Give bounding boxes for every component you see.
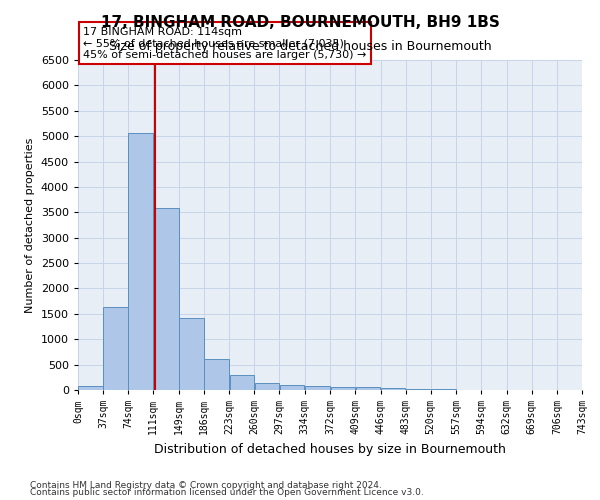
Bar bbox=[205, 359, 229, 390]
Bar bbox=[381, 388, 406, 390]
Bar bbox=[305, 386, 330, 390]
Text: Contains HM Land Registry data © Crown copyright and database right 2024.: Contains HM Land Registry data © Crown c… bbox=[30, 480, 382, 490]
Text: Contains public sector information licensed under the Open Government Licence v3: Contains public sector information licen… bbox=[30, 488, 424, 497]
Bar bbox=[78, 386, 103, 390]
Text: 17, BINGHAM ROAD, BOURNEMOUTH, BH9 1BS: 17, BINGHAM ROAD, BOURNEMOUTH, BH9 1BS bbox=[101, 15, 499, 30]
Bar bbox=[154, 208, 179, 390]
Text: Size of property relative to detached houses in Bournemouth: Size of property relative to detached ho… bbox=[109, 40, 491, 53]
Bar bbox=[356, 387, 380, 390]
Bar bbox=[254, 382, 279, 390]
Bar bbox=[179, 318, 204, 390]
Bar bbox=[331, 387, 355, 390]
Bar bbox=[230, 375, 254, 390]
Bar bbox=[103, 306, 128, 390]
Bar bbox=[280, 384, 304, 390]
Bar bbox=[406, 389, 430, 390]
Y-axis label: Number of detached properties: Number of detached properties bbox=[25, 138, 35, 312]
X-axis label: Distribution of detached houses by size in Bournemouth: Distribution of detached houses by size … bbox=[154, 442, 506, 456]
Text: 17 BINGHAM ROAD: 114sqm
← 55% of detached houses are smaller (7,035)
45% of semi: 17 BINGHAM ROAD: 114sqm ← 55% of detache… bbox=[83, 27, 367, 60]
Bar bbox=[128, 133, 153, 390]
